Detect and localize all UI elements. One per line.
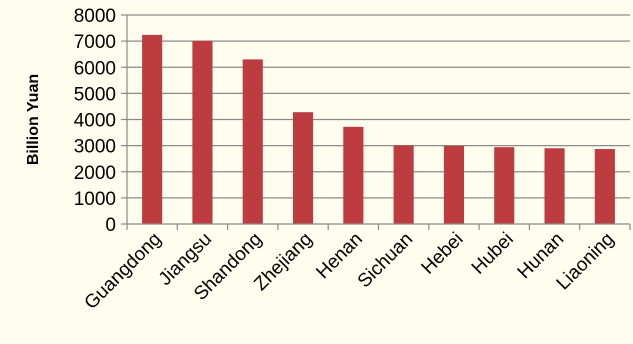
bar-hubei xyxy=(494,147,515,224)
bar-shandong xyxy=(242,59,263,224)
bar-hunan xyxy=(544,148,565,224)
bar-guangdong xyxy=(142,34,163,225)
y-tick-label: 0 xyxy=(105,215,116,236)
bars xyxy=(142,34,615,225)
y-axis-label: Billion Yuan xyxy=(25,74,42,165)
x-tick-label: Hebei xyxy=(418,229,468,279)
bar-liaoning xyxy=(594,149,615,224)
y-tick-label: 1000 xyxy=(74,189,116,210)
y-tick-label: 5000 xyxy=(74,84,116,105)
x-tick-label: Sichuan xyxy=(354,229,417,292)
bar-jiangsu xyxy=(192,40,213,224)
x-tick-label: Guangdong xyxy=(81,229,166,314)
bar-zhejiang xyxy=(292,112,314,224)
axes xyxy=(121,14,631,230)
x-tick-label: Hubei xyxy=(468,229,518,279)
bar-henan xyxy=(343,126,364,224)
y-tick-label: 2000 xyxy=(74,163,116,184)
y-tick-label: 3000 xyxy=(74,137,116,158)
y-tick-label: 7000 xyxy=(74,32,116,53)
bar-hebei xyxy=(443,145,465,224)
y-tick-label: 6000 xyxy=(74,58,116,79)
x-tick-labels: GuangdongJiangsuShandongZhejiangHenanSic… xyxy=(81,229,619,314)
y-tick-label: 4000 xyxy=(74,111,116,132)
y-tick-label: 8000 xyxy=(74,6,116,27)
bar-sichuan xyxy=(393,145,414,224)
y-tick-labels: 0 1000 2000 3000 4000 5000 6000 7000 8000 xyxy=(74,6,116,236)
